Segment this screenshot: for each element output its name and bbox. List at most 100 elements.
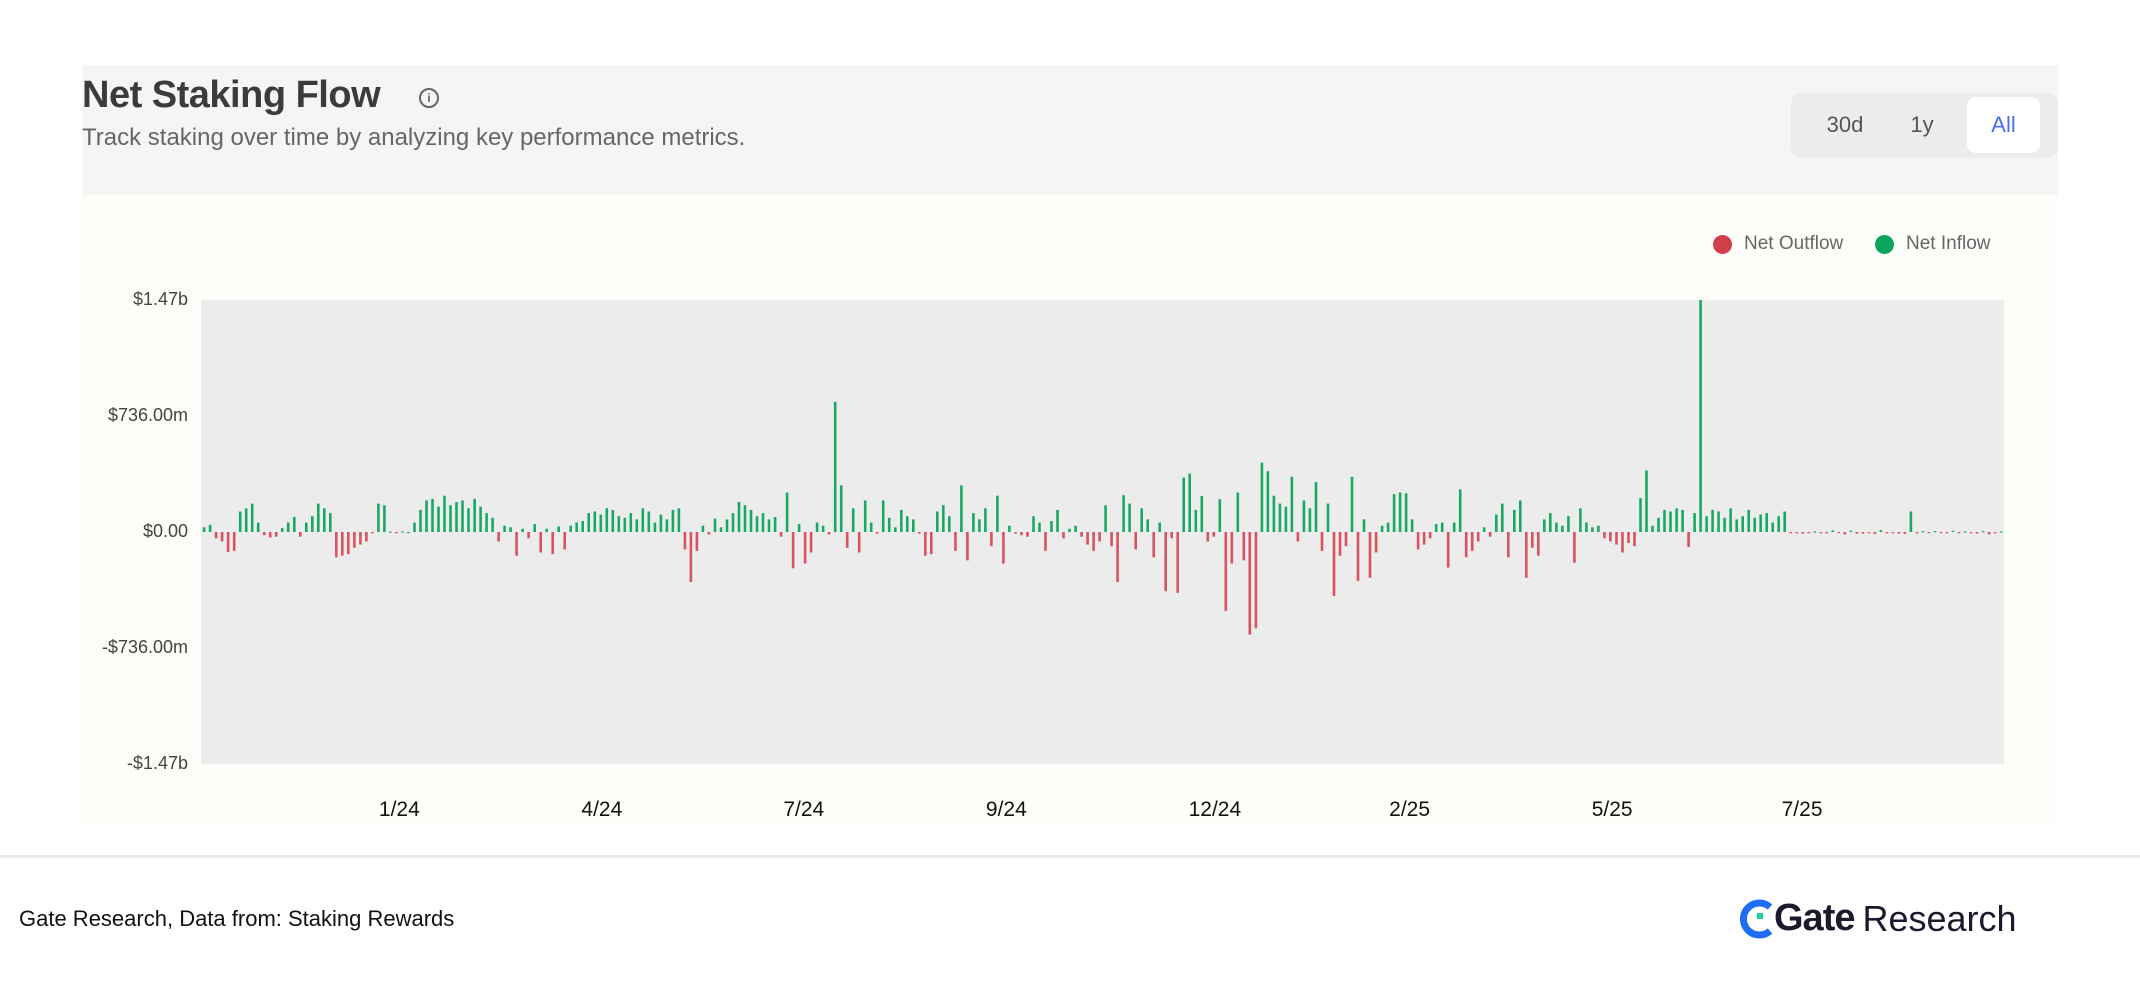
inflow-bar xyxy=(725,519,729,532)
inflow-bar xyxy=(1068,528,1071,532)
inflow-bar xyxy=(1723,517,1726,532)
inflow-bar xyxy=(821,525,825,532)
x-axis-tick-label: 5/25 xyxy=(1591,798,1633,821)
inflow-bar xyxy=(256,522,260,532)
inflow-bar xyxy=(960,485,963,532)
y-axis-tick-label: $1.47b xyxy=(132,289,188,309)
outflow-bar xyxy=(1573,532,1576,563)
inflow-bar xyxy=(635,519,639,532)
outflow-bar xyxy=(1609,532,1612,542)
inflow-bar xyxy=(479,506,482,532)
outflow-bar xyxy=(1470,532,1474,551)
inflow-bar xyxy=(473,498,476,532)
inflow-bar xyxy=(521,528,524,532)
inflow-bar xyxy=(1513,509,1516,532)
range-30d-button[interactable]: 30d xyxy=(1826,112,1864,137)
inflow-bar xyxy=(1669,511,1672,532)
inflow-bar xyxy=(443,495,446,532)
outflow-bar xyxy=(990,532,993,547)
inflow-bar xyxy=(545,528,548,532)
inflow-bar xyxy=(1032,516,1035,532)
outflow-bar xyxy=(335,532,338,558)
outflow-bar xyxy=(1098,532,1101,542)
outflow-bar xyxy=(1476,532,1480,542)
source-note: Gate Research, Data from: Staking Reward… xyxy=(19,906,455,931)
outflow-bar xyxy=(299,532,302,537)
outflow-bar xyxy=(1897,532,1901,534)
outflow-bar xyxy=(924,532,927,556)
outflow-bar xyxy=(1891,532,1895,534)
outflow-bar xyxy=(1488,532,1492,537)
inflow-bar xyxy=(1386,522,1390,532)
legend-item-outflow[interactable]: Net Outflow xyxy=(1713,233,1843,255)
inflow-bar xyxy=(1951,530,1955,532)
inflow-bar xyxy=(1278,503,1282,532)
inflow-bar xyxy=(1909,511,1913,532)
outflow-bar xyxy=(359,532,362,545)
outflow-bar xyxy=(527,532,530,539)
inflow-bar xyxy=(900,509,903,532)
outflow-bar xyxy=(809,532,813,553)
inflow-bar xyxy=(1218,499,1222,532)
info-icon[interactable]: i xyxy=(419,88,439,108)
inflow-bar xyxy=(449,505,452,532)
x-axis-tick-label: 12/24 xyxy=(1188,798,1242,821)
inflow-bar xyxy=(1639,498,1642,532)
inflow-bar xyxy=(1290,476,1294,532)
inflow-bar xyxy=(1272,495,1276,532)
inflow-bar xyxy=(1753,517,1756,532)
x-axis-tick-label: 7/24 xyxy=(783,798,825,821)
outflow-bar xyxy=(918,532,921,534)
outflow-bar xyxy=(1062,532,1065,539)
outflow-bar xyxy=(353,532,356,548)
inflow-bar xyxy=(1675,508,1678,532)
outflow-bar xyxy=(1110,532,1113,547)
inflow-bar xyxy=(749,509,753,532)
y-axis-tick-label: -$736.00m xyxy=(101,637,188,658)
inflow-bar xyxy=(1585,522,1588,532)
inflow-bar xyxy=(1711,509,1714,532)
inflow-bar xyxy=(280,528,284,532)
inflow-bar xyxy=(407,532,410,534)
inflow-bar xyxy=(1302,500,1306,532)
outflow-bar xyxy=(1212,532,1216,537)
inflow-bar xyxy=(851,508,855,532)
outflow-bar xyxy=(1867,532,1871,534)
outflow-bar xyxy=(1296,532,1300,542)
range-1y-button[interactable]: 1y xyxy=(1910,112,1934,137)
outflow-bar xyxy=(1975,532,1979,534)
inflow-bar xyxy=(605,508,609,532)
outflow-bar xyxy=(1873,532,1877,534)
legend-item-inflow[interactable]: Net Inflow xyxy=(1875,233,1990,255)
outflow-bar xyxy=(1224,532,1228,611)
inflow-bar xyxy=(1549,513,1552,532)
inflow-bar xyxy=(1260,462,1264,532)
outflow-bar xyxy=(1903,532,1907,534)
outflow-bar xyxy=(1915,532,1919,534)
inflow-bar xyxy=(839,485,843,532)
range-all-button[interactable]: All xyxy=(1967,97,2040,153)
outflow-bar xyxy=(395,532,398,534)
inflow-bar xyxy=(731,513,735,532)
legend-label: Net Inflow xyxy=(1906,233,1991,254)
inflow-bar xyxy=(1056,509,1059,532)
inflow-bar xyxy=(250,503,254,532)
outflow-bar xyxy=(1969,532,1973,534)
inflow-bar xyxy=(533,524,536,532)
outflow-bar xyxy=(1230,532,1234,564)
inflow-bar xyxy=(593,511,597,532)
outflow-bar xyxy=(1248,532,1252,635)
outflow-bar xyxy=(347,532,350,555)
inflow-bar xyxy=(1350,476,1354,532)
inflow-bar xyxy=(701,525,705,532)
inflow-bar xyxy=(617,516,621,532)
inflow-bar xyxy=(629,513,633,532)
outflow-bar xyxy=(1164,532,1167,592)
inflow-bar xyxy=(1681,509,1684,532)
y-axis-tick-label: $736.00m xyxy=(107,404,188,425)
outflow-bar xyxy=(1807,532,1811,534)
outflow-bar xyxy=(1957,532,1961,534)
inflow-bar xyxy=(1741,516,1744,532)
outflow-bar xyxy=(341,532,344,556)
inflow-bar xyxy=(773,517,777,532)
